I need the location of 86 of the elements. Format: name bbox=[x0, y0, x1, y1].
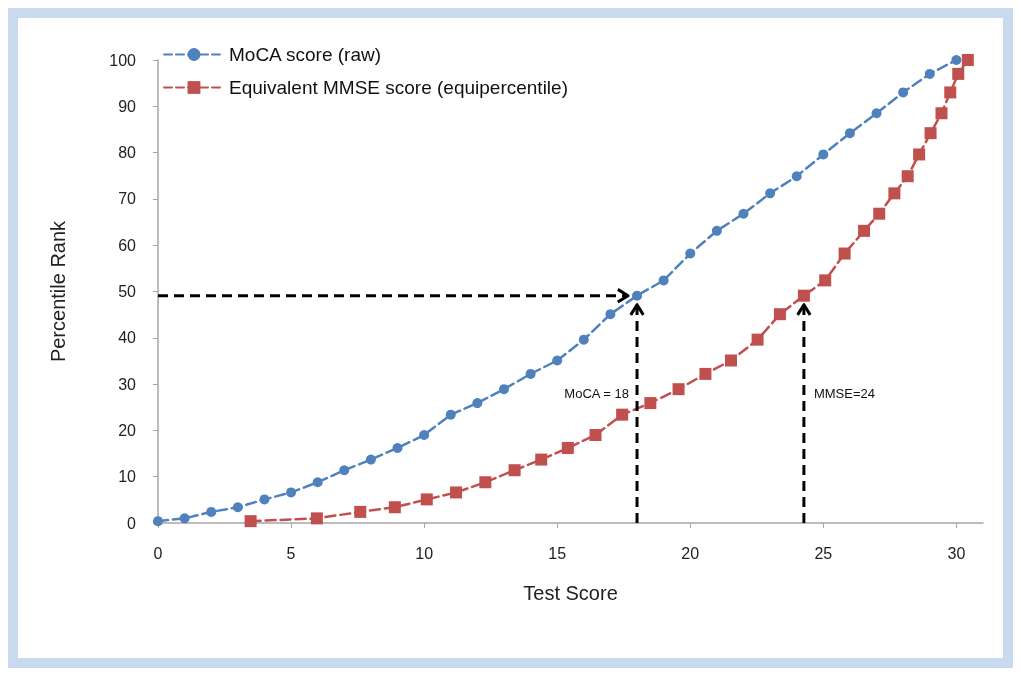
point bbox=[354, 505, 367, 518]
point bbox=[286, 487, 297, 498]
y-tick-label: 30 bbox=[118, 375, 137, 393]
y-tick-label: 0 bbox=[127, 514, 137, 532]
point bbox=[699, 367, 712, 380]
point bbox=[838, 247, 851, 260]
x-tick-label: 10 bbox=[415, 544, 434, 562]
point bbox=[472, 398, 483, 409]
point bbox=[751, 333, 764, 346]
x-axis-title: Test Score bbox=[523, 582, 618, 604]
y-tick-label: 90 bbox=[118, 97, 137, 115]
point bbox=[711, 225, 722, 236]
annotation: MMSE=24 bbox=[813, 385, 875, 401]
point bbox=[561, 441, 574, 454]
y-tick-label: 10 bbox=[118, 468, 137, 486]
point bbox=[244, 515, 257, 528]
point bbox=[773, 308, 786, 321]
x-tick-label: 15 bbox=[548, 544, 567, 562]
point bbox=[153, 516, 163, 527]
y-tick-label: 20 bbox=[118, 421, 137, 439]
point bbox=[339, 465, 350, 476]
annotation: MoCA = 18 bbox=[564, 385, 630, 401]
point bbox=[724, 354, 737, 367]
point bbox=[935, 107, 948, 120]
point bbox=[819, 274, 832, 287]
x-tick-label: 25 bbox=[814, 544, 833, 562]
point bbox=[871, 108, 882, 119]
point bbox=[672, 383, 685, 396]
point bbox=[888, 187, 901, 200]
point bbox=[420, 493, 433, 506]
point bbox=[873, 207, 886, 220]
point bbox=[632, 290, 643, 301]
point bbox=[578, 334, 589, 345]
point bbox=[685, 248, 696, 259]
point bbox=[259, 494, 270, 505]
point bbox=[535, 453, 548, 466]
point bbox=[616, 408, 629, 421]
point bbox=[310, 512, 323, 525]
point bbox=[498, 384, 509, 395]
point bbox=[797, 289, 810, 302]
point bbox=[479, 476, 492, 489]
point bbox=[924, 68, 935, 79]
point bbox=[913, 148, 926, 161]
point bbox=[898, 87, 909, 98]
point bbox=[791, 171, 802, 182]
point bbox=[392, 443, 403, 453]
point bbox=[179, 513, 190, 524]
point bbox=[589, 429, 602, 442]
y-tick-label: 40 bbox=[118, 329, 137, 347]
x-tick-label: 5 bbox=[286, 544, 296, 562]
point bbox=[738, 208, 749, 219]
point bbox=[944, 86, 957, 99]
point bbox=[901, 170, 914, 183]
point bbox=[206, 506, 217, 517]
point bbox=[844, 128, 855, 139]
y-tick-label: 80 bbox=[118, 144, 137, 162]
point bbox=[365, 454, 376, 465]
point bbox=[508, 464, 521, 477]
point bbox=[525, 368, 536, 379]
point bbox=[818, 149, 829, 160]
point bbox=[658, 275, 669, 286]
y-tick-label: 100 bbox=[109, 51, 137, 69]
x-tick-label: 30 bbox=[947, 544, 966, 562]
point bbox=[605, 309, 616, 320]
x-tick-label: 0 bbox=[153, 544, 163, 562]
y-tick-label: 70 bbox=[118, 190, 137, 208]
y-tick-label: 50 bbox=[118, 283, 137, 300]
point bbox=[952, 67, 965, 80]
point bbox=[445, 409, 456, 420]
point bbox=[552, 355, 563, 366]
point bbox=[232, 502, 243, 513]
x-tick-label: 20 bbox=[681, 544, 700, 562]
y-tick-label: 60 bbox=[118, 236, 137, 254]
legend-label: Equivalent MMSE score (equipercentile) bbox=[229, 77, 568, 98]
point bbox=[961, 54, 974, 66]
point bbox=[858, 224, 871, 237]
point bbox=[951, 55, 962, 65]
point bbox=[312, 477, 323, 488]
point bbox=[765, 188, 776, 199]
legend-label: MoCA score (raw) bbox=[229, 44, 382, 65]
point bbox=[644, 397, 657, 410]
point bbox=[419, 430, 430, 441]
point bbox=[388, 501, 401, 514]
point bbox=[450, 486, 463, 499]
y-axis-title: Percentile Rank bbox=[47, 219, 69, 363]
point bbox=[924, 127, 937, 140]
